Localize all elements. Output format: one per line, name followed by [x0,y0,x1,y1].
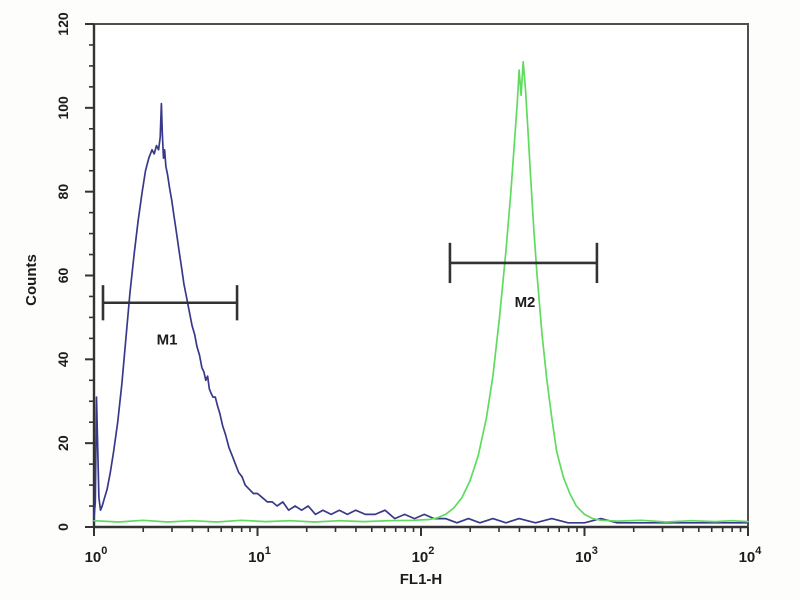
plot-frame [92,23,749,529]
histogram-curves [93,60,749,524]
x-axis-title: FL1-H [400,571,443,588]
y-tick-label: 100 [55,96,71,120]
m2-gate-marker: M2 [448,242,599,311]
m1-gate-label: M1 [157,332,178,349]
x-tick-label: 104 [739,545,763,566]
y-tick-label: 120 [55,12,71,36]
plot-border [93,23,749,528]
m2-histogram-curve [93,60,749,523]
y-tick-label: 0 [55,523,71,531]
x-tick-label: 101 [248,545,271,566]
y-tick-label: 40 [55,351,71,367]
x-tick-label: 102 [412,545,435,566]
y-tick-label: 20 [55,435,71,451]
x-tick-label: 103 [575,545,598,566]
m1-gate-marker: M1 [101,285,239,349]
y-axis-title: Counts [23,254,40,306]
m1-histogram-curve [93,102,749,524]
x-tick-label: 100 [85,545,108,566]
y-tick-label: 60 [55,268,71,284]
x-axis: 100 101 102 103 104 [85,527,763,566]
y-tick-label: 80 [55,184,71,200]
y-axis: 0 20 40 60 80 100 120 [55,12,94,531]
gate-markers: M1 M2 [101,242,599,349]
m2-gate-label: M2 [515,294,536,311]
